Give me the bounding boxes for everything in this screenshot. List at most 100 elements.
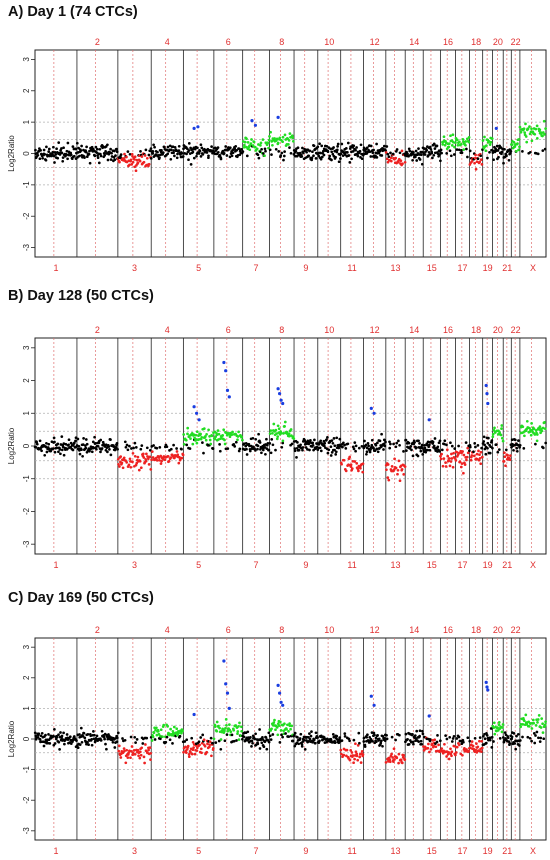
- data-point-loss: [169, 456, 173, 459]
- data-point-loss: [450, 740, 454, 743]
- data-point-loss: [140, 746, 144, 750]
- data-point-loss: [464, 441, 468, 444]
- data-point-loss: [395, 148, 399, 151]
- data-point-loss: [445, 755, 448, 758]
- data-point-neutral: [411, 733, 414, 736]
- data-point-neutral: [253, 737, 257, 741]
- data-point-neutral: [297, 448, 301, 452]
- data-point-gain: [534, 734, 537, 737]
- data-point-gain: [223, 438, 226, 442]
- data-point-loss: [449, 441, 452, 445]
- data-point-neutral: [418, 158, 422, 161]
- y-tick-label: 3: [22, 644, 31, 649]
- data-point-neutral: [64, 153, 68, 156]
- data-point-neutral: [380, 154, 384, 157]
- data-point-gain: [214, 741, 218, 744]
- data-point-loss: [190, 752, 194, 756]
- data-point-gain: [534, 127, 538, 131]
- data-point-gain: [217, 739, 221, 743]
- data-point-gain: [201, 441, 204, 444]
- data-point-neutral: [429, 147, 433, 151]
- data-point-gain: [512, 140, 516, 144]
- data-point-neutral: [438, 153, 441, 156]
- data-point-loss: [139, 447, 143, 451]
- data-point-loss: [437, 743, 440, 747]
- data-point-neutral: [295, 446, 299, 450]
- data-point-gain: [257, 156, 261, 160]
- y-tick-label: -2: [22, 796, 31, 804]
- data-point-loss: [452, 744, 456, 748]
- chromosome-label-top: 10: [324, 325, 334, 335]
- data-point-neutral: [336, 142, 340, 146]
- data-point-gain: [164, 740, 168, 744]
- data-point-neutral: [421, 732, 425, 736]
- data-point-gain: [234, 440, 238, 444]
- data-point-loss: [348, 739, 351, 743]
- data-point-loss: [394, 466, 398, 470]
- data-point-gain: [236, 730, 240, 733]
- data-point-neutral: [62, 731, 65, 735]
- data-point-loss: [123, 440, 127, 444]
- data-point-loss: [480, 739, 484, 743]
- data-point-loss: [474, 748, 478, 752]
- data-point-amplification: [222, 360, 226, 365]
- chromosome-label-bottom: 17: [458, 846, 468, 856]
- chromosome-label-bottom: 17: [458, 560, 468, 570]
- data-point-neutral: [62, 146, 65, 150]
- chromosome-label-bottom: 9: [303, 263, 308, 273]
- data-point-gain: [464, 140, 468, 143]
- data-point-neutral: [205, 151, 209, 154]
- y-tick-label: 3: [22, 345, 31, 350]
- data-point-loss: [397, 761, 400, 765]
- data-point-neutral: [308, 448, 311, 452]
- data-point-neutral: [490, 735, 494, 739]
- data-point-loss: [125, 748, 129, 752]
- data-point-loss: [159, 462, 163, 465]
- data-point-loss: [398, 479, 402, 483]
- data-point-neutral: [358, 149, 362, 153]
- chromosome-label-bottom: 19: [483, 263, 493, 273]
- data-point-neutral: [76, 156, 79, 159]
- data-point-gain: [516, 142, 519, 145]
- data-point-neutral: [412, 742, 415, 746]
- y-tick-label: 1: [22, 410, 31, 415]
- data-point-gain: [280, 733, 283, 737]
- data-point-neutral: [249, 736, 252, 739]
- data-point-neutral: [428, 145, 432, 149]
- data-point-gain: [543, 420, 546, 424]
- data-point-gain: [275, 437, 279, 441]
- chromosome-label-top: 22: [511, 625, 521, 635]
- data-point-loss: [455, 450, 459, 454]
- data-point-neutral: [407, 147, 411, 151]
- data-point-loss: [476, 444, 480, 447]
- data-point-neutral: [265, 747, 269, 751]
- data-point-gain: [517, 148, 520, 152]
- data-point-neutral: [432, 153, 436, 157]
- data-point-loss: [348, 455, 352, 459]
- data-point-loss: [394, 445, 398, 449]
- data-point-neutral: [419, 739, 423, 743]
- data-point-neutral: [309, 438, 312, 442]
- data-point-loss: [349, 463, 353, 467]
- data-point-gain: [281, 135, 285, 139]
- data-point-loss: [343, 443, 346, 447]
- data-point-gain: [530, 727, 534, 730]
- data-point-neutral: [483, 737, 487, 741]
- data-point-neutral: [71, 145, 75, 148]
- data-point-gain: [269, 130, 272, 134]
- data-point-loss: [457, 451, 461, 455]
- data-point-gain: [283, 425, 286, 428]
- chromosome-label-top: 12: [370, 325, 380, 335]
- data-point-neutral: [375, 447, 379, 451]
- data-point-amplification: [253, 123, 257, 127]
- y-axis-label: Log2Ratio: [7, 720, 16, 757]
- data-point-gain: [238, 447, 242, 451]
- data-point-loss: [150, 450, 154, 453]
- data-point-loss: [402, 450, 405, 453]
- data-point-neutral: [505, 154, 508, 158]
- data-point-neutral: [518, 446, 521, 449]
- data-point-gain: [488, 150, 491, 154]
- data-point-gain: [497, 723, 501, 727]
- data-point-neutral: [415, 729, 419, 733]
- data-point-loss: [426, 746, 430, 750]
